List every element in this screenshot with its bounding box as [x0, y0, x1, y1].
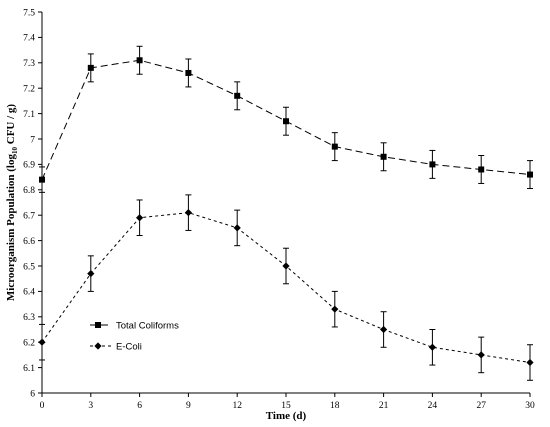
data-point — [39, 176, 45, 183]
data-point — [87, 64, 94, 71]
data-point — [478, 166, 485, 173]
x-tick-label: 18 — [330, 401, 340, 411]
data-point — [477, 351, 485, 359]
y-axis-title-subscript: 10 — [11, 147, 19, 155]
data-point — [283, 118, 289, 125]
y-tick-label: 6.1 — [23, 364, 35, 374]
x-tick-label: 24 — [428, 401, 438, 411]
y-tick-label: 7.2 — [23, 85, 35, 95]
data-point — [380, 325, 388, 334]
series-total-coliforms — [39, 45, 533, 193]
x-tick-label: 0 — [40, 401, 45, 411]
data-point — [527, 171, 533, 178]
y-tick-label: 7.4 — [23, 34, 35, 44]
data-point — [331, 305, 339, 313]
data-point — [87, 270, 95, 278]
x-tick-label: 27 — [476, 401, 486, 411]
y-tick-label: 7.3 — [23, 59, 35, 69]
legend-label: Total Coliforms — [116, 321, 179, 332]
y-tick-label: 7 — [30, 135, 35, 145]
data-point — [526, 358, 534, 367]
y-tick-label: 6.6 — [23, 237, 35, 247]
y-tick-label: 6.2 — [23, 339, 35, 349]
y-ticks: 6 6.1 6.2 6.3 6.4 6.5 6.6 6.7 6.8 6.9 7 7.1 7.2 7.3 7.… — [23, 8, 42, 399]
data-point — [185, 69, 192, 76]
y-tick-label: 6.3 — [23, 313, 35, 323]
data-point — [136, 214, 144, 222]
data-point — [428, 343, 436, 351]
y-tick-label: 7.1 — [23, 110, 35, 120]
data-point — [233, 224, 241, 232]
data-point — [234, 92, 241, 99]
x-tick-label: 6 — [137, 401, 142, 411]
legend-marker — [95, 322, 101, 328]
data-point — [136, 57, 143, 64]
x-tick-label: 3 — [88, 401, 93, 411]
y-tick-label: 6.9 — [23, 161, 35, 171]
x-axis-title: Time (d) — [266, 410, 307, 422]
y-tick-label: 6.7 — [23, 212, 35, 222]
legend-label: E-Coli — [116, 342, 142, 353]
x-tick-label: 12 — [232, 401, 242, 411]
legend: Total Coliforms E-Coli — [90, 321, 179, 353]
y-tick-label: 6 — [30, 389, 35, 399]
x-tick-label: 9 — [186, 401, 191, 411]
legend-entry: Total Coliforms — [90, 321, 179, 332]
y-tick-label: 7.5 — [23, 8, 35, 18]
data-point — [380, 153, 387, 160]
y-axis-title-main: Microorganism Population (log — [5, 154, 17, 302]
x-ticks: 0 3 6 9 12 15 18 21 24 27 30 — [40, 393, 535, 411]
legend-marker — [94, 342, 102, 350]
axes — [41, 12, 530, 394]
y-tick-label: 6.8 — [23, 186, 35, 196]
y-tick-label: 6.5 — [23, 262, 35, 272]
data-point — [184, 209, 192, 217]
series-e-coli — [38, 194, 534, 381]
y-axis-title-unit: CFU / g) — [5, 104, 17, 147]
data-point — [38, 338, 46, 346]
data-point — [282, 262, 290, 270]
y-tick-label: 6.4 — [23, 288, 35, 298]
data-point — [429, 161, 436, 168]
y-axis-title: Microorganism Population (log10 CFU / g) — [5, 104, 19, 301]
x-tick-label: 15 — [281, 401, 291, 411]
series-line — [41, 212, 531, 364]
x-tick-label: 21 — [379, 401, 389, 411]
x-tick-label: 30 — [525, 401, 535, 411]
legend-entry: E-Coli — [90, 342, 142, 353]
data-point — [331, 143, 338, 150]
series-layer — [38, 45, 534, 381]
